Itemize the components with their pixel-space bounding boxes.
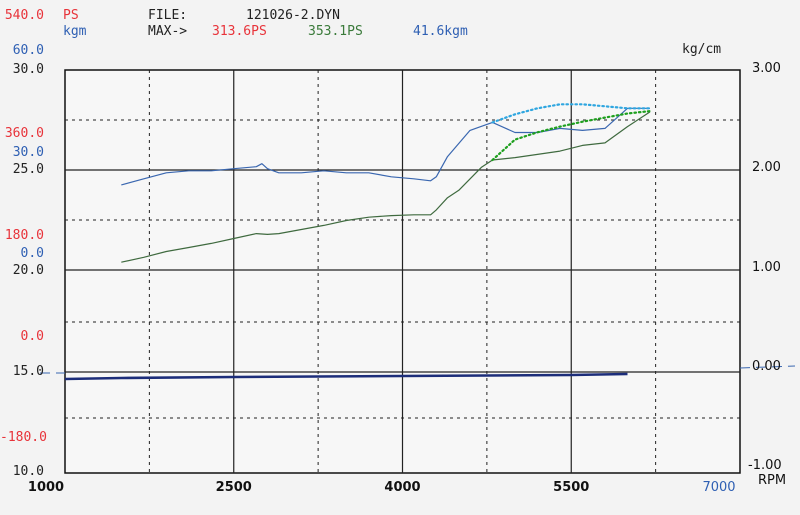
left-axis-label: 10.0 <box>12 464 44 479</box>
max-label: MAX-> <box>148 24 188 39</box>
left-axis-label: 0.0 <box>20 246 44 261</box>
right-axis-tick-label: 2.00 <box>752 160 781 175</box>
x-axis-tick-label: 5500 <box>553 480 590 495</box>
right-axis-tick-label: -1.00 <box>748 458 782 473</box>
kgm-unit-label: kgm <box>63 24 87 39</box>
left-axis-label: 30.0 <box>12 145 44 160</box>
left-axis-label: 180.0 <box>4 228 44 243</box>
zero-extension-line <box>739 365 796 369</box>
right-axis-tick-label: 1.00 <box>752 260 781 275</box>
left-axis-label: 360.0 <box>4 126 44 141</box>
series-line-kgm-dotted <box>491 103 652 124</box>
x-axis-tick-label: 7000 <box>702 480 736 495</box>
left-axis-label: 25.0 <box>12 162 44 177</box>
left-axis-label: 60.0 <box>12 43 44 58</box>
series-line-PS <box>121 111 651 263</box>
x-axis-unit: RPM <box>758 473 787 488</box>
left-axis-label: 0.0 <box>20 329 44 344</box>
right-axis-tick-label: 0.00 <box>752 359 781 374</box>
right-axis-tick-label: 3.00 <box>752 61 781 76</box>
series-line-kgm <box>121 107 650 186</box>
left-axis-label: 15.0 <box>12 364 44 379</box>
left-axis-label: 30.0 <box>12 62 44 77</box>
file-label: FILE: <box>148 8 188 23</box>
ps-unit-label: PS <box>63 8 79 23</box>
right-axis-unit: kg/cm <box>682 42 722 57</box>
max-ps-value-2: 353.1PS <box>308 24 363 39</box>
left-axis-label: 540.0 <box>4 8 44 23</box>
max-ps-value-1: 313.6PS <box>212 24 267 39</box>
left-axis-label: -180.0 <box>0 430 47 445</box>
x-axis-tick-label: 4000 <box>384 480 421 495</box>
x-axis-tick-label: 2500 <box>215 480 252 495</box>
file-name: 121026-2.DYN <box>246 8 340 23</box>
x-axis-tick-label: 1000 <box>27 480 65 495</box>
series-line-boost <box>64 372 628 381</box>
max-kgm-value: 41.6kgm <box>413 24 468 39</box>
left-axis-label: 20.0 <box>12 263 44 278</box>
